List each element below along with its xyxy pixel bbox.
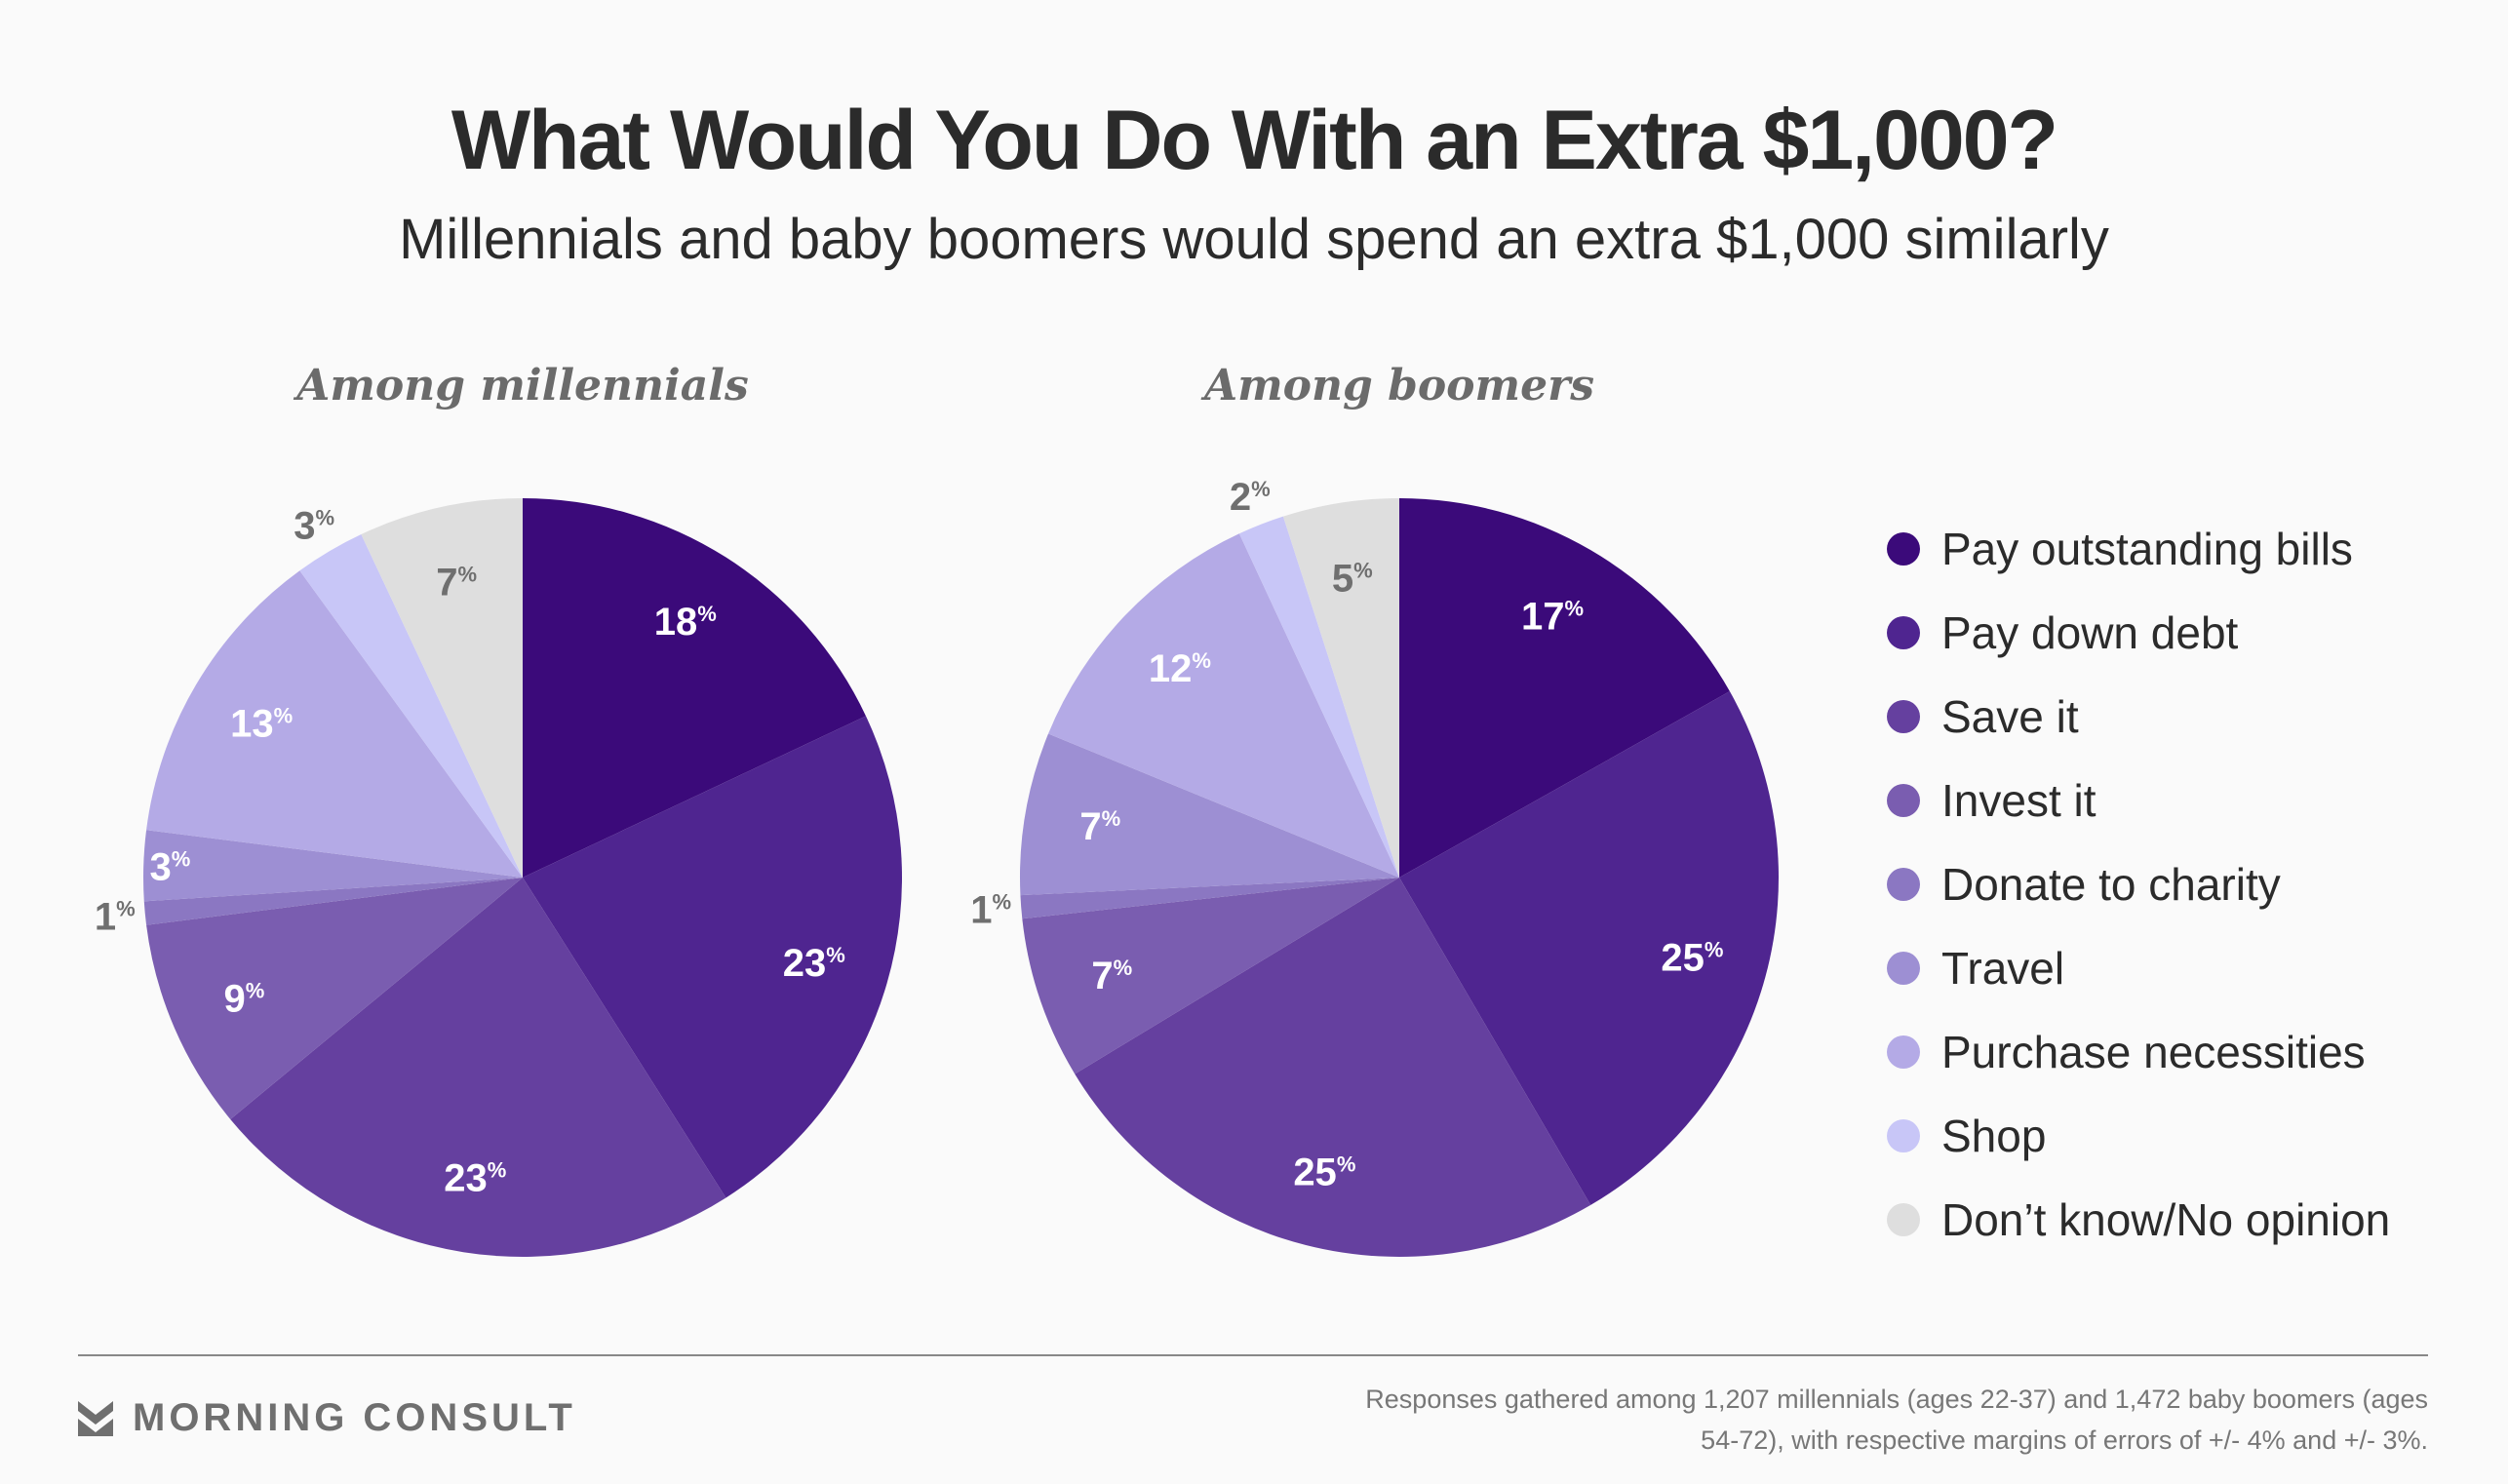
methodology-note: Responses gathered among 1,207 millennia…: [1365, 1385, 2428, 1455]
legend: Pay outstanding bills Pay down debt Save i…: [1887, 507, 2390, 1262]
legend-swatch: [1887, 868, 1920, 901]
legend-item: Travel: [1887, 926, 2390, 1010]
morning-consult-logo-icon: [78, 1400, 113, 1436]
legend-label: Pay outstanding bills: [1941, 524, 2353, 574]
pie-slice: [299, 534, 523, 878]
brand-name: MORNING CONSULT: [133, 1396, 576, 1439]
legend-swatch: [1887, 700, 1920, 733]
data-label: 3%: [294, 504, 334, 547]
legend-swatch: [1887, 784, 1920, 817]
legend-item: Don’t know/No opinion: [1887, 1178, 2390, 1262]
legend-swatch: [1887, 1035, 1920, 1069]
legend-swatch: [1887, 1203, 1920, 1236]
legend-label: Save it: [1941, 691, 2079, 742]
pie-slice: [146, 878, 523, 1119]
pie-title-boomers: Among boomers: [1203, 361, 1595, 410]
pie-slice: [523, 716, 902, 1198]
pie-slice: [361, 498, 523, 878]
pie-slice: [1238, 516, 1399, 878]
legend-item: Donate to charity: [1887, 842, 2390, 926]
legend-label: Donate to charity: [1941, 859, 2281, 910]
data-label: 5%: [1332, 558, 1373, 601]
data-label: 18%: [654, 601, 717, 644]
pie-slice: [1020, 733, 1399, 896]
footer-divider: [78, 1354, 2428, 1356]
legend-item: Purchase necessities: [1887, 1010, 2390, 1094]
chart-title: What Would You Do With an Extra $1,000?: [451, 94, 2058, 187]
chart-subtitle: Millennials and baby boomers would spend…: [399, 208, 2109, 271]
legend-swatch: [1887, 952, 1920, 985]
data-label: 7%: [436, 561, 477, 604]
pie-title-millennials: Among millennials: [296, 361, 749, 410]
data-label: 1%: [95, 896, 136, 939]
legend-swatch: [1887, 532, 1920, 566]
data-label: 1%: [970, 889, 1011, 932]
pie-slice: [1399, 691, 1779, 1205]
data-label: 2%: [1230, 476, 1271, 519]
pie-slice: [1020, 878, 1399, 919]
pie-slice: [1399, 498, 1730, 878]
pie-slice: [142, 830, 523, 902]
legend-label: Pay down debt: [1941, 607, 2239, 658]
legend-item: Pay outstanding bills: [1887, 507, 2390, 591]
legend-swatch: [1887, 1119, 1920, 1152]
pie-slice: [1022, 878, 1399, 1074]
legend-swatch: [1887, 616, 1920, 649]
brand-logo: MORNING CONSULT: [78, 1396, 576, 1440]
pie-slice: [143, 878, 523, 925]
legend-label: Travel: [1941, 943, 2065, 994]
legend-item: Shop: [1887, 1094, 2390, 1178]
legend-label: Purchase necessities: [1941, 1027, 2366, 1077]
legend-label: Invest it: [1941, 775, 2097, 826]
legend-item: Invest it: [1887, 759, 2390, 842]
data-label: 25%: [1661, 936, 1723, 979]
pie-slice: [230, 878, 726, 1257]
pie-slice: [523, 498, 866, 878]
pie-slice: [1048, 533, 1399, 878]
legend-label: Shop: [1941, 1111, 2047, 1161]
legend-item: Save it: [1887, 675, 2390, 759]
pie-slice: [1075, 878, 1591, 1257]
pie-slice: [146, 570, 523, 878]
pie-slice: [1282, 498, 1399, 878]
legend-label: Don’t know/No opinion: [1941, 1194, 2391, 1245]
legend-item: Pay down debt: [1887, 591, 2390, 675]
